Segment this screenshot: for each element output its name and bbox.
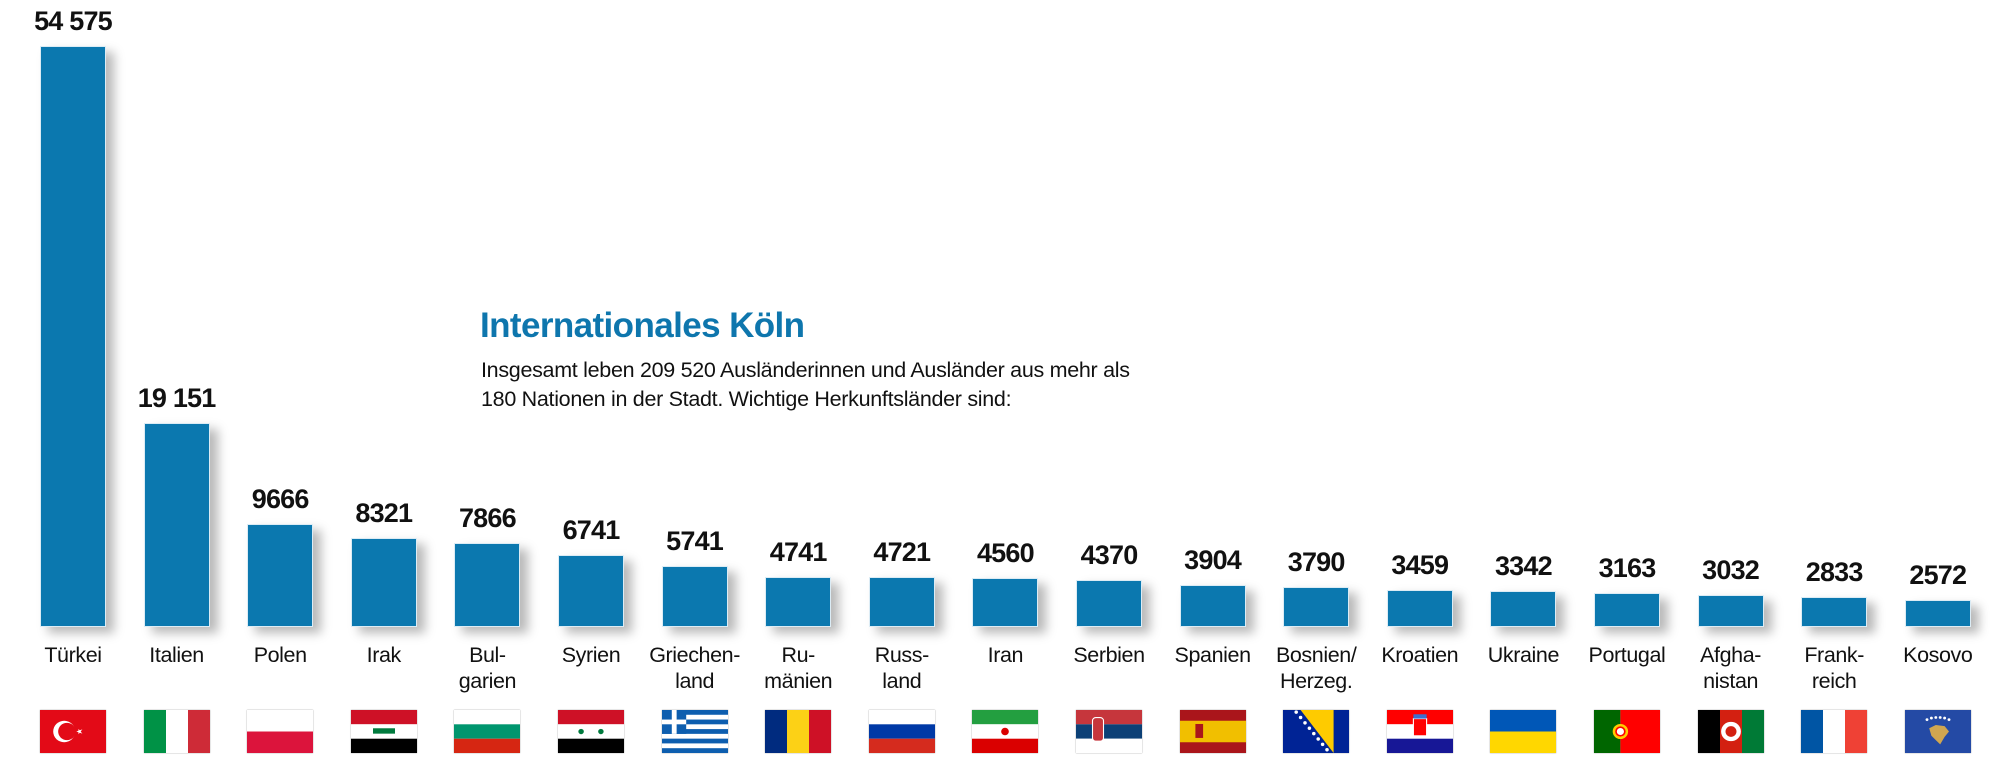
bar-18 (1904, 599, 1971, 627)
portugal-flag-icon (1594, 710, 1660, 753)
value-label: 5741 (666, 525, 724, 556)
bar-12 (1283, 586, 1350, 627)
value-label: 2833 (1805, 556, 1864, 587)
bar-7 (765, 576, 832, 627)
category-label: Bul- garien (458, 643, 517, 693)
bar-11 (1179, 585, 1246, 627)
romania-flag-icon (765, 710, 832, 753)
value-label: 3163 (1598, 553, 1657, 584)
category-label: Russ- land (874, 643, 930, 693)
value-label: 4741 (769, 536, 828, 567)
bosnia-flag-icon (1283, 710, 1350, 753)
bar-14 (1490, 591, 1557, 627)
chart-title: Internationales Köln (480, 306, 805, 345)
value-label: 19 151 (137, 383, 217, 414)
bar-1 (143, 423, 210, 627)
chart-subtitle: Insgesamt leben 209 520 Ausländerinnen u… (481, 356, 1130, 414)
category-label: Kroatien (1381, 643, 1459, 667)
category-label: Serbien (1073, 643, 1145, 667)
croatia-flag-icon (1386, 710, 1453, 753)
category-label: Afgha- nistan (1700, 643, 1762, 693)
russia-flag-icon (868, 710, 935, 753)
iraq-flag-icon (350, 710, 417, 753)
bar-5 (558, 555, 624, 627)
poland-flag-icon (247, 710, 314, 753)
category-label: Ukraine (1487, 643, 1560, 667)
afghanistan-flag-icon (1697, 710, 1764, 753)
bar-17 (1801, 596, 1868, 627)
category-label: Portugal (1588, 643, 1666, 667)
value-label: 3459 (1391, 550, 1449, 581)
bar-6 (661, 565, 728, 627)
bar-0 (40, 46, 106, 627)
bar-8 (868, 576, 935, 627)
category-label: Bosnien/ Herzeg. (1275, 643, 1357, 693)
category-label: Polen (253, 643, 307, 667)
value-label: 8321 (355, 498, 413, 529)
bar-13 (1386, 590, 1453, 627)
subtitle-line-1: Insgesamt leben 209 520 Ausländerinnen u… (481, 358, 1130, 382)
value-label: 4560 (976, 538, 1035, 569)
bar-3 (350, 538, 417, 627)
subtitle-line-2: 180 Nationen in der Stadt. Wichtige Herk… (481, 387, 1012, 411)
syria-flag-icon (558, 710, 624, 753)
category-label: Syrien (561, 643, 621, 667)
value-label: 2572 (1909, 559, 1967, 590)
value-label: 3790 (1287, 546, 1346, 577)
category-label: Italien (149, 643, 204, 667)
france-flag-icon (1801, 710, 1868, 753)
value-label: 3342 (1494, 551, 1553, 582)
turkey-flag-icon (40, 710, 106, 753)
bar-4 (454, 543, 521, 627)
bar-2 (247, 524, 314, 627)
kosovo-flag-icon (1904, 710, 1971, 753)
bar-9 (972, 578, 1039, 627)
value-label: 54 575 (34, 6, 113, 36)
ukraine-flag-icon (1490, 710, 1557, 753)
value-label: 7866 (458, 503, 517, 534)
category-label: Frank- reich (1804, 643, 1865, 693)
greece-flag-icon (661, 710, 728, 753)
iran-flag-icon (972, 710, 1039, 753)
italy-flag-icon (143, 710, 210, 753)
value-label: 4370 (1080, 540, 1139, 571)
value-label: 9666 (251, 484, 310, 515)
category-label: Türkei (44, 643, 102, 667)
category-label: Kosovo (1903, 643, 1973, 667)
value-label: 6741 (562, 515, 621, 546)
spain-flag-icon (1179, 710, 1246, 753)
value-label: 4721 (873, 536, 931, 567)
category-label: Spanien (1174, 643, 1252, 667)
bar-15 (1594, 593, 1660, 627)
value-label: 3032 (1702, 554, 1760, 585)
bar-16 (1697, 594, 1764, 627)
bulgaria-flag-icon (454, 710, 521, 753)
category-label: Griechen- land (649, 643, 740, 693)
value-label: 3904 (1184, 545, 1242, 576)
bar-10 (1076, 580, 1142, 627)
category-label: Iran (987, 643, 1024, 667)
serbia-flag-icon (1076, 710, 1142, 753)
category-label: Ru- mänien (764, 643, 833, 693)
category-label: Irak (366, 643, 402, 667)
